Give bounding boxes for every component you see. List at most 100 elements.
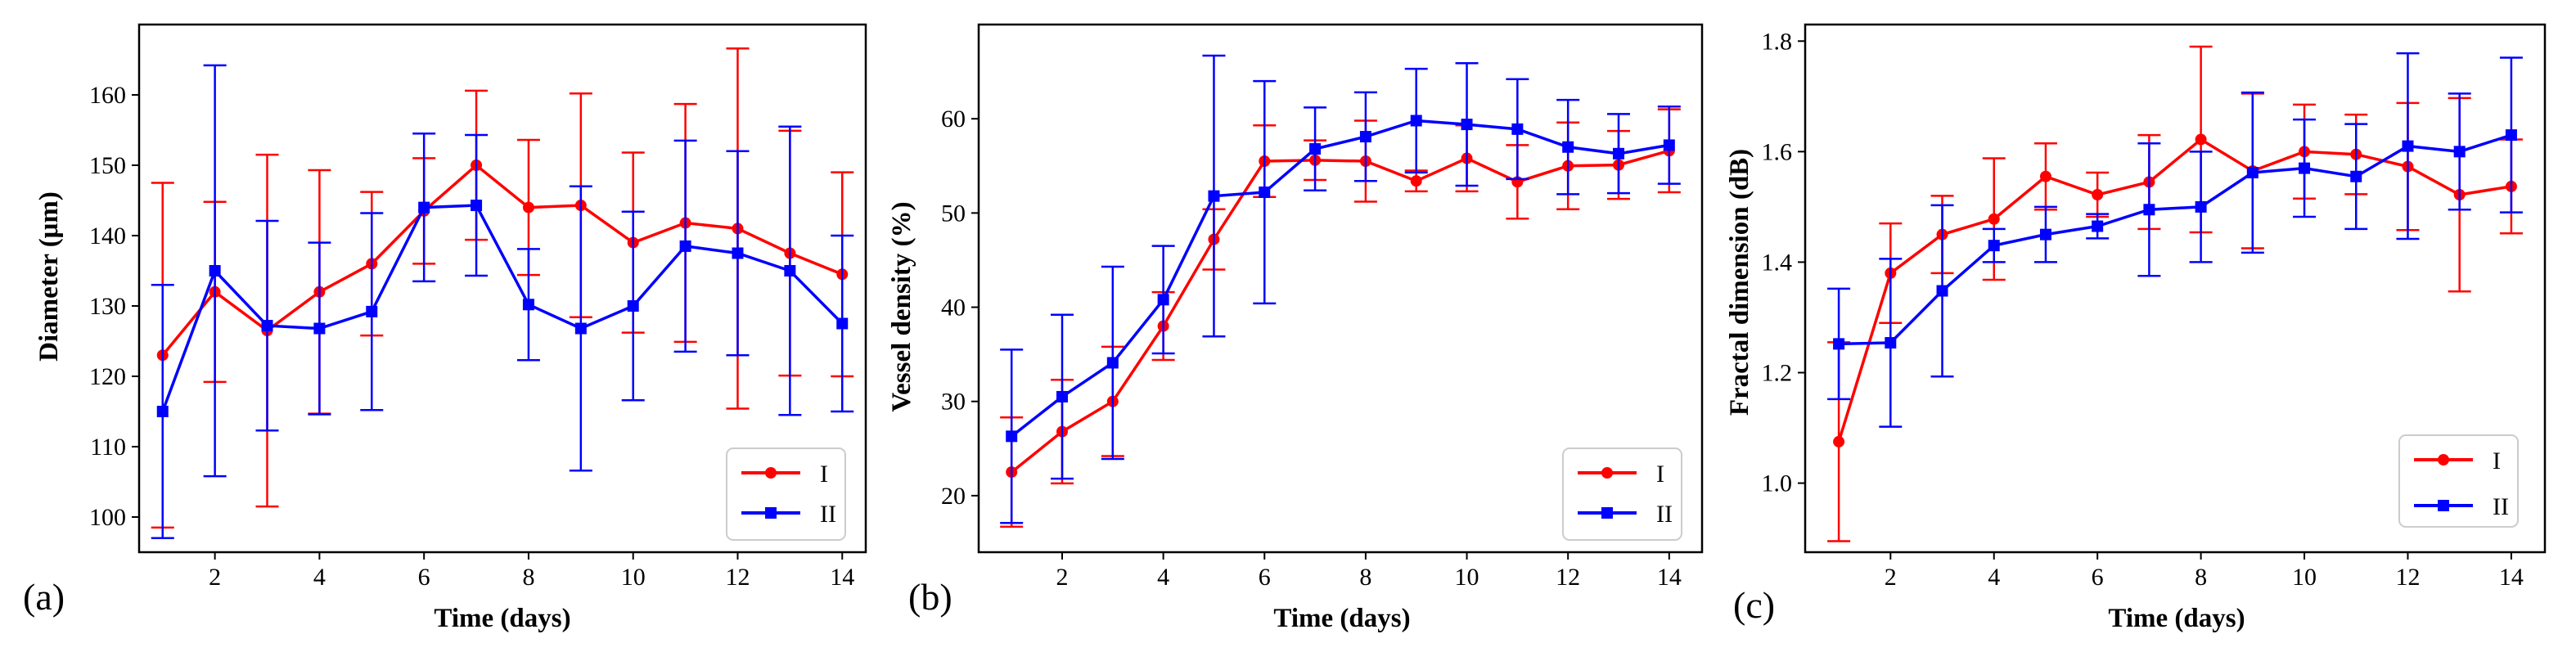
panel-a-series-ii-point <box>261 320 273 332</box>
panel-b-series-ii-point <box>1613 147 1624 160</box>
panel-b-series-ii-point <box>1663 139 1675 151</box>
panel-b-ytick-label: 30 <box>941 389 966 416</box>
panel-b-xtick-label: 6 <box>1259 564 1271 591</box>
panel-a-legend-label-ii: II <box>820 501 836 528</box>
panel-a-series-ii-point <box>836 317 849 330</box>
panel-b-ytick-label: 60 <box>941 106 966 133</box>
panel-a-series-ii-point <box>156 406 169 417</box>
panel-c-series-ii-point <box>2039 228 2051 241</box>
panel-c-series-i-point <box>2195 133 2207 146</box>
panel-c-ytick-label: 1.6 <box>1762 138 1793 165</box>
panel-a-series-ii-point <box>627 300 639 312</box>
panel-c-tag: (c) <box>1733 584 1775 626</box>
panel-b-xtick-label: 12 <box>1556 564 1580 591</box>
panel-b-ytick-label: 20 <box>941 483 966 510</box>
panel-c-xtick-label: 4 <box>1988 564 2000 591</box>
panel-a-series-i-line <box>161 163 843 357</box>
panel-c-xtick-label: 2 <box>1885 564 1897 591</box>
panel-a-legend: I II <box>726 447 846 541</box>
panel-a-series-ii-point <box>209 265 221 277</box>
panel-b-legend-marker-i <box>1601 467 1613 479</box>
panel-c-series-ii-point <box>2246 167 2259 179</box>
panel-c-series-ii-point <box>1885 337 1897 349</box>
panel-a-series-ii-point <box>574 322 587 335</box>
panel-c-ytick-label: 1.4 <box>1762 249 1793 276</box>
panel-b-xtick-label: 4 <box>1157 564 1169 591</box>
panel-b-legend-marker-ii <box>1601 507 1613 519</box>
panel-a-series-ii-point <box>471 200 483 212</box>
panel-a-xtick-label: 2 <box>209 564 221 591</box>
panel-c-series-ii-point <box>2453 146 2466 158</box>
panel-c-series-ii-point <box>2299 162 2311 174</box>
panel-c-series-ii-line <box>1839 133 2512 346</box>
panel-b-series-ii-point <box>1006 430 1018 443</box>
panel-b-series-ii-point <box>1056 390 1068 402</box>
panel-a-series-ii-point <box>418 201 430 214</box>
panel-b-series-ii-point <box>1562 141 1574 153</box>
panel-b-legend-label-i: I <box>1656 461 1664 488</box>
panel-a-xtick-label: 14 <box>830 564 854 591</box>
panel-b-axes-frame <box>977 23 1704 554</box>
panel-c-legend-marker-ii <box>2438 500 2449 511</box>
panel-a-xtick-label: 4 <box>313 564 326 591</box>
panel-a-series-ii-point <box>784 265 796 277</box>
panel-c-series-ii-point <box>1936 285 1948 297</box>
panel-a-ytick-label: 140 <box>89 223 126 250</box>
panel-c-ylabel: Fractal dimension (dB) <box>1725 149 1754 416</box>
panel-b-xtick-label: 10 <box>1455 564 1479 591</box>
panel-a-ytick-label: 150 <box>89 152 126 179</box>
panel-a-ytick-label: 110 <box>90 434 126 461</box>
panel-b-xtick-label: 14 <box>1657 564 1682 591</box>
panel-a-series-ii-point <box>366 305 378 317</box>
panel-a-ylabel: Diameter (μm) <box>34 191 64 362</box>
panel-b-series-ii <box>1000 54 1681 524</box>
panel-c-series-i-line <box>1837 137 2512 443</box>
panel-a-series-ii <box>151 64 854 540</box>
panel-c-series-ii <box>1827 52 2523 428</box>
panel-c-ytick-label: 1.2 <box>1762 359 1793 386</box>
panel-a-axes-frame <box>137 23 867 554</box>
panel-c-series-i-point <box>2092 189 2104 201</box>
panel-b-series-ii-point <box>1106 357 1119 369</box>
panel-b-series-ii-point <box>1410 115 1422 127</box>
panel-b-series-ii-line <box>1011 119 1670 438</box>
panel-a-xtick-label: 12 <box>725 564 750 591</box>
panel-c-xtick-label: 12 <box>2395 564 2420 591</box>
panel-a: (a) Time (days) Diameter (μm) I II 2 4 6 8 1… <box>23 23 867 633</box>
panel-b-series-ii-point <box>1461 119 1473 131</box>
panel-a-series-i-point <box>522 201 534 214</box>
panel-b-ytick-label: 50 <box>941 200 966 227</box>
panel-a-series-ii-line <box>161 204 844 412</box>
panel-c-xtick-label: 8 <box>2195 564 2207 591</box>
panel-c-legend-marker-i <box>2438 454 2449 465</box>
panel-a-series-ii-point <box>679 240 691 252</box>
panel-b-series-i-point <box>1410 175 1422 187</box>
panel-a-ytick-label: 160 <box>89 82 126 109</box>
panel-c-series-ii-point <box>2143 204 2155 216</box>
panel-a-ytick-label: 130 <box>89 293 126 320</box>
panel-b-series-ii-point <box>1309 143 1322 155</box>
panel-a-series-ii-point <box>522 299 534 311</box>
panel-c-ytick-label: 1.0 <box>1762 470 1793 497</box>
panel-b-series-ii-point <box>1359 131 1371 143</box>
panel-c-xtick-label: 10 <box>2292 564 2317 591</box>
panel-b-tag: (b) <box>908 576 952 618</box>
panel-c-series-ii-point <box>1988 240 2000 252</box>
panel-c-legend-label-ii: II <box>2493 493 2509 520</box>
panel-b-legend: I II <box>1562 447 1682 541</box>
panel-a-xlabel: Time (days) <box>434 604 570 633</box>
panel-c-legend-label-i: I <box>2493 447 2501 474</box>
panel-c: (c) Time (days) Fractal dimension (dB) I… <box>1725 23 2547 633</box>
panel-a-ytick-label: 100 <box>89 504 126 531</box>
panel-a-legend-label-i: I <box>820 461 828 488</box>
panel-c-series-ii-point <box>2505 129 2517 142</box>
panel-b-xtick-label: 8 <box>1359 564 1371 591</box>
panel-c-axes-frame <box>1804 23 2547 554</box>
panel-b-series-i-line <box>1011 149 1670 474</box>
panel-c-xtick-label: 6 <box>2092 564 2104 591</box>
panel-a-series-ii-point <box>313 322 326 335</box>
panel-a-series-ii-point <box>732 247 744 259</box>
panel-c-xtick-label: 14 <box>2499 564 2524 591</box>
panel-b-series-ii-point <box>1157 294 1169 306</box>
